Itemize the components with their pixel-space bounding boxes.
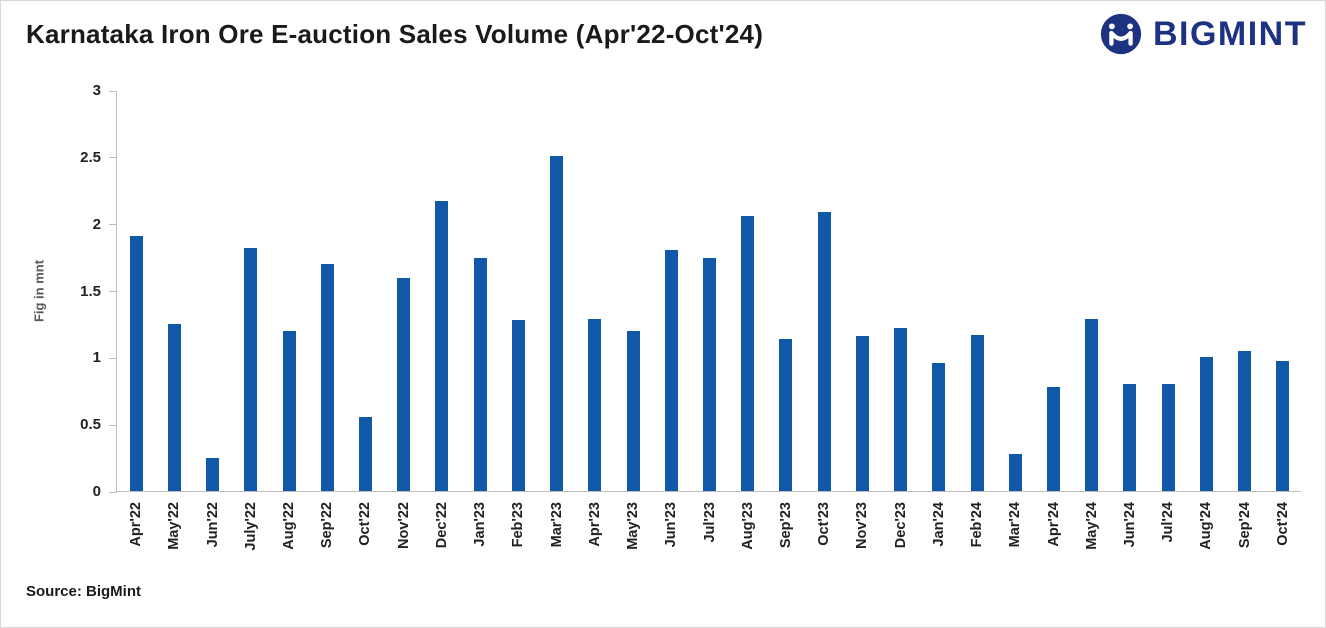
bar-jan23 xyxy=(473,258,487,491)
bar-oct22 xyxy=(358,417,372,491)
bar-dec23 xyxy=(894,327,908,491)
x-tick-label: Apr'22 xyxy=(128,502,145,547)
x-tick-label: Nov'23 xyxy=(854,502,871,549)
x-tick-label: Dec'23 xyxy=(892,502,909,549)
x-tick-label: Sep'24 xyxy=(1236,502,1253,549)
x-tick-label: Oct'22 xyxy=(357,502,374,546)
bar-oct24 xyxy=(1276,361,1290,491)
bar-apr23 xyxy=(588,318,602,491)
bar-jun23 xyxy=(664,250,678,491)
bar-jun22 xyxy=(206,457,220,491)
x-tick-label: July'22 xyxy=(242,502,259,551)
bar-apr22 xyxy=(129,235,143,491)
bar-aug23 xyxy=(741,215,755,491)
bar-feb23 xyxy=(511,319,525,491)
bar-may23 xyxy=(626,330,640,491)
x-tick-label: Apr'23 xyxy=(586,502,603,547)
x-tick-label: Feb'23 xyxy=(510,502,527,548)
bar-nov23 xyxy=(855,335,869,491)
bar-may22 xyxy=(167,323,181,491)
x-tick-label: May'22 xyxy=(166,502,183,550)
y-tick-label: 2 xyxy=(92,215,101,233)
y-tick-mark xyxy=(109,357,117,359)
x-tick-label: Jun'23 xyxy=(663,502,680,548)
bar-aug24 xyxy=(1199,357,1213,491)
x-tick-label: Oct'24 xyxy=(1274,502,1291,546)
x-tick-label: Aug'24 xyxy=(1198,502,1215,550)
x-tick-label: Jul'23 xyxy=(701,502,718,543)
bigmint-logo: BIGMINT xyxy=(1098,11,1307,57)
x-tick-label: May'23 xyxy=(625,502,642,550)
y-tick-label: 1.5 xyxy=(80,282,101,300)
chart-title: Karnataka Iron Ore E-auction Sales Volum… xyxy=(26,19,764,49)
bar-nov22 xyxy=(397,278,411,491)
bar-apr24 xyxy=(1047,386,1061,491)
bar-sep23 xyxy=(779,338,793,491)
x-tick-label: Oct'23 xyxy=(816,502,833,546)
bar-jul23 xyxy=(703,258,716,491)
y-tick-label: 0 xyxy=(92,483,101,500)
bar-july22 xyxy=(244,247,258,491)
x-tick-label: Sep'22 xyxy=(319,502,336,549)
y-tick-mark xyxy=(109,157,117,159)
bigmint-logo-text: BIGMINT xyxy=(1152,14,1307,53)
bar-jun24 xyxy=(1123,384,1137,491)
x-tick-label: Feb'24 xyxy=(969,502,986,548)
plot-area: 0 0.5 1 1.5 2 2.5 3 Apr'22 May'22 Jun'22 July'22 Au… xyxy=(80,82,1301,551)
bar-sep24 xyxy=(1238,350,1252,491)
y-tick-mark xyxy=(109,424,117,426)
x-tick-label: Apr'24 xyxy=(1045,502,1062,547)
bar-oct23 xyxy=(817,211,831,491)
bar-dec22 xyxy=(435,200,449,491)
x-tick-label: May'24 xyxy=(1083,502,1100,550)
bar-may24 xyxy=(1085,318,1099,491)
x-tick-label: Aug'22 xyxy=(281,502,298,550)
x-tick-label: Jun'24 xyxy=(1121,502,1138,548)
y-tick-mark xyxy=(109,224,117,226)
bigmint-logo-icon xyxy=(1100,13,1142,55)
x-tick-label: Jun'22 xyxy=(204,502,221,548)
y-tick-label: 2.5 xyxy=(80,148,101,166)
x-tick-label: Jul'24 xyxy=(1160,502,1177,543)
bar-aug22 xyxy=(282,330,296,491)
y-tick-label: 3 xyxy=(92,82,101,99)
y-tick-mark xyxy=(109,291,117,292)
x-tick-label: Nov'22 xyxy=(395,502,412,549)
bar-feb24 xyxy=(970,334,984,491)
x-tick-label: Sep'23 xyxy=(777,502,794,549)
source-note: Source: BigMint xyxy=(26,583,141,600)
x-tick-label: Aug'23 xyxy=(739,502,756,550)
bar-jul24 xyxy=(1161,384,1175,491)
y-tick-mark xyxy=(109,90,117,92)
x-tick-label: Dec'22 xyxy=(433,502,450,549)
bar-jan24 xyxy=(932,362,946,491)
y-axis-label: Fig in mnt xyxy=(31,259,47,323)
bar-mar23 xyxy=(550,155,564,491)
bar-sep22 xyxy=(320,263,334,491)
x-tick-label: Jan'23 xyxy=(472,502,489,547)
x-tick-label: Mar'24 xyxy=(1007,502,1024,548)
bar-mar24 xyxy=(1008,453,1022,491)
x-tick-label: Mar'23 xyxy=(548,502,565,548)
y-tick-label: 1 xyxy=(92,349,101,367)
y-tick-label: 0.5 xyxy=(80,416,101,434)
y-tick-mark xyxy=(109,491,117,493)
x-tick-label: Jan'24 xyxy=(930,502,947,547)
